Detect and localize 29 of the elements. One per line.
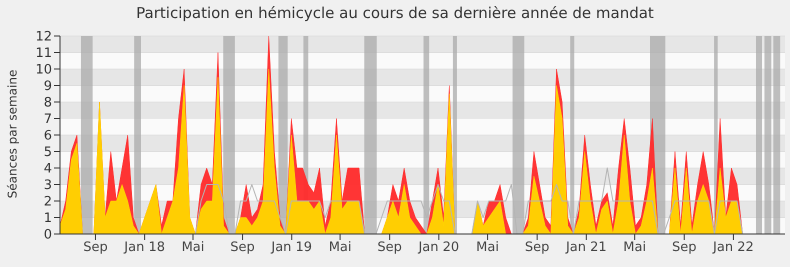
x-tick-label: Jan 21: [564, 240, 607, 256]
x-tick-label: Mai: [182, 240, 204, 256]
y-axis-title: Séances par semaine: [5, 70, 20, 198]
y-tick-label: 1: [44, 211, 52, 226]
y-tick-label: 8: [44, 96, 52, 111]
y-tick-label: 5: [44, 145, 52, 160]
y-tick-label: 3: [44, 178, 52, 194]
chart-title: Participation en hémicycle au cours de sa dernière année de mandat: [135, 4, 655, 22]
y-tick-label: 0: [44, 228, 52, 243]
x-tick-label: Mai: [623, 240, 646, 256]
x-tick-label: Sep: [83, 240, 108, 256]
y-tick-label: 7: [44, 112, 52, 128]
y-tick-label: 10: [35, 62, 52, 78]
x-tick-label: Jan 19: [270, 240, 312, 256]
y-tick-label: 2: [44, 194, 52, 210]
x-tick-label: Jan 18: [123, 240, 165, 256]
y-tick-label: 6: [44, 128, 52, 144]
x-tick-label: Sep: [230, 240, 255, 256]
y-tick-label: 11: [35, 46, 52, 62]
x-tick-label: Jan 20: [417, 240, 460, 256]
y-tick-label: 4: [44, 162, 52, 177]
x-tick-label: Mai: [476, 240, 499, 256]
y-tick-label: 12: [35, 30, 52, 45]
y-tick-label: 9: [44, 79, 52, 94]
x-tick-label: Sep: [524, 240, 550, 256]
x-tick-label: Sep: [672, 240, 697, 256]
x-tick-label: Jan 22: [712, 240, 754, 256]
x-tick-label: Mai: [328, 240, 352, 256]
x-tick-label: Sep: [377, 240, 402, 256]
